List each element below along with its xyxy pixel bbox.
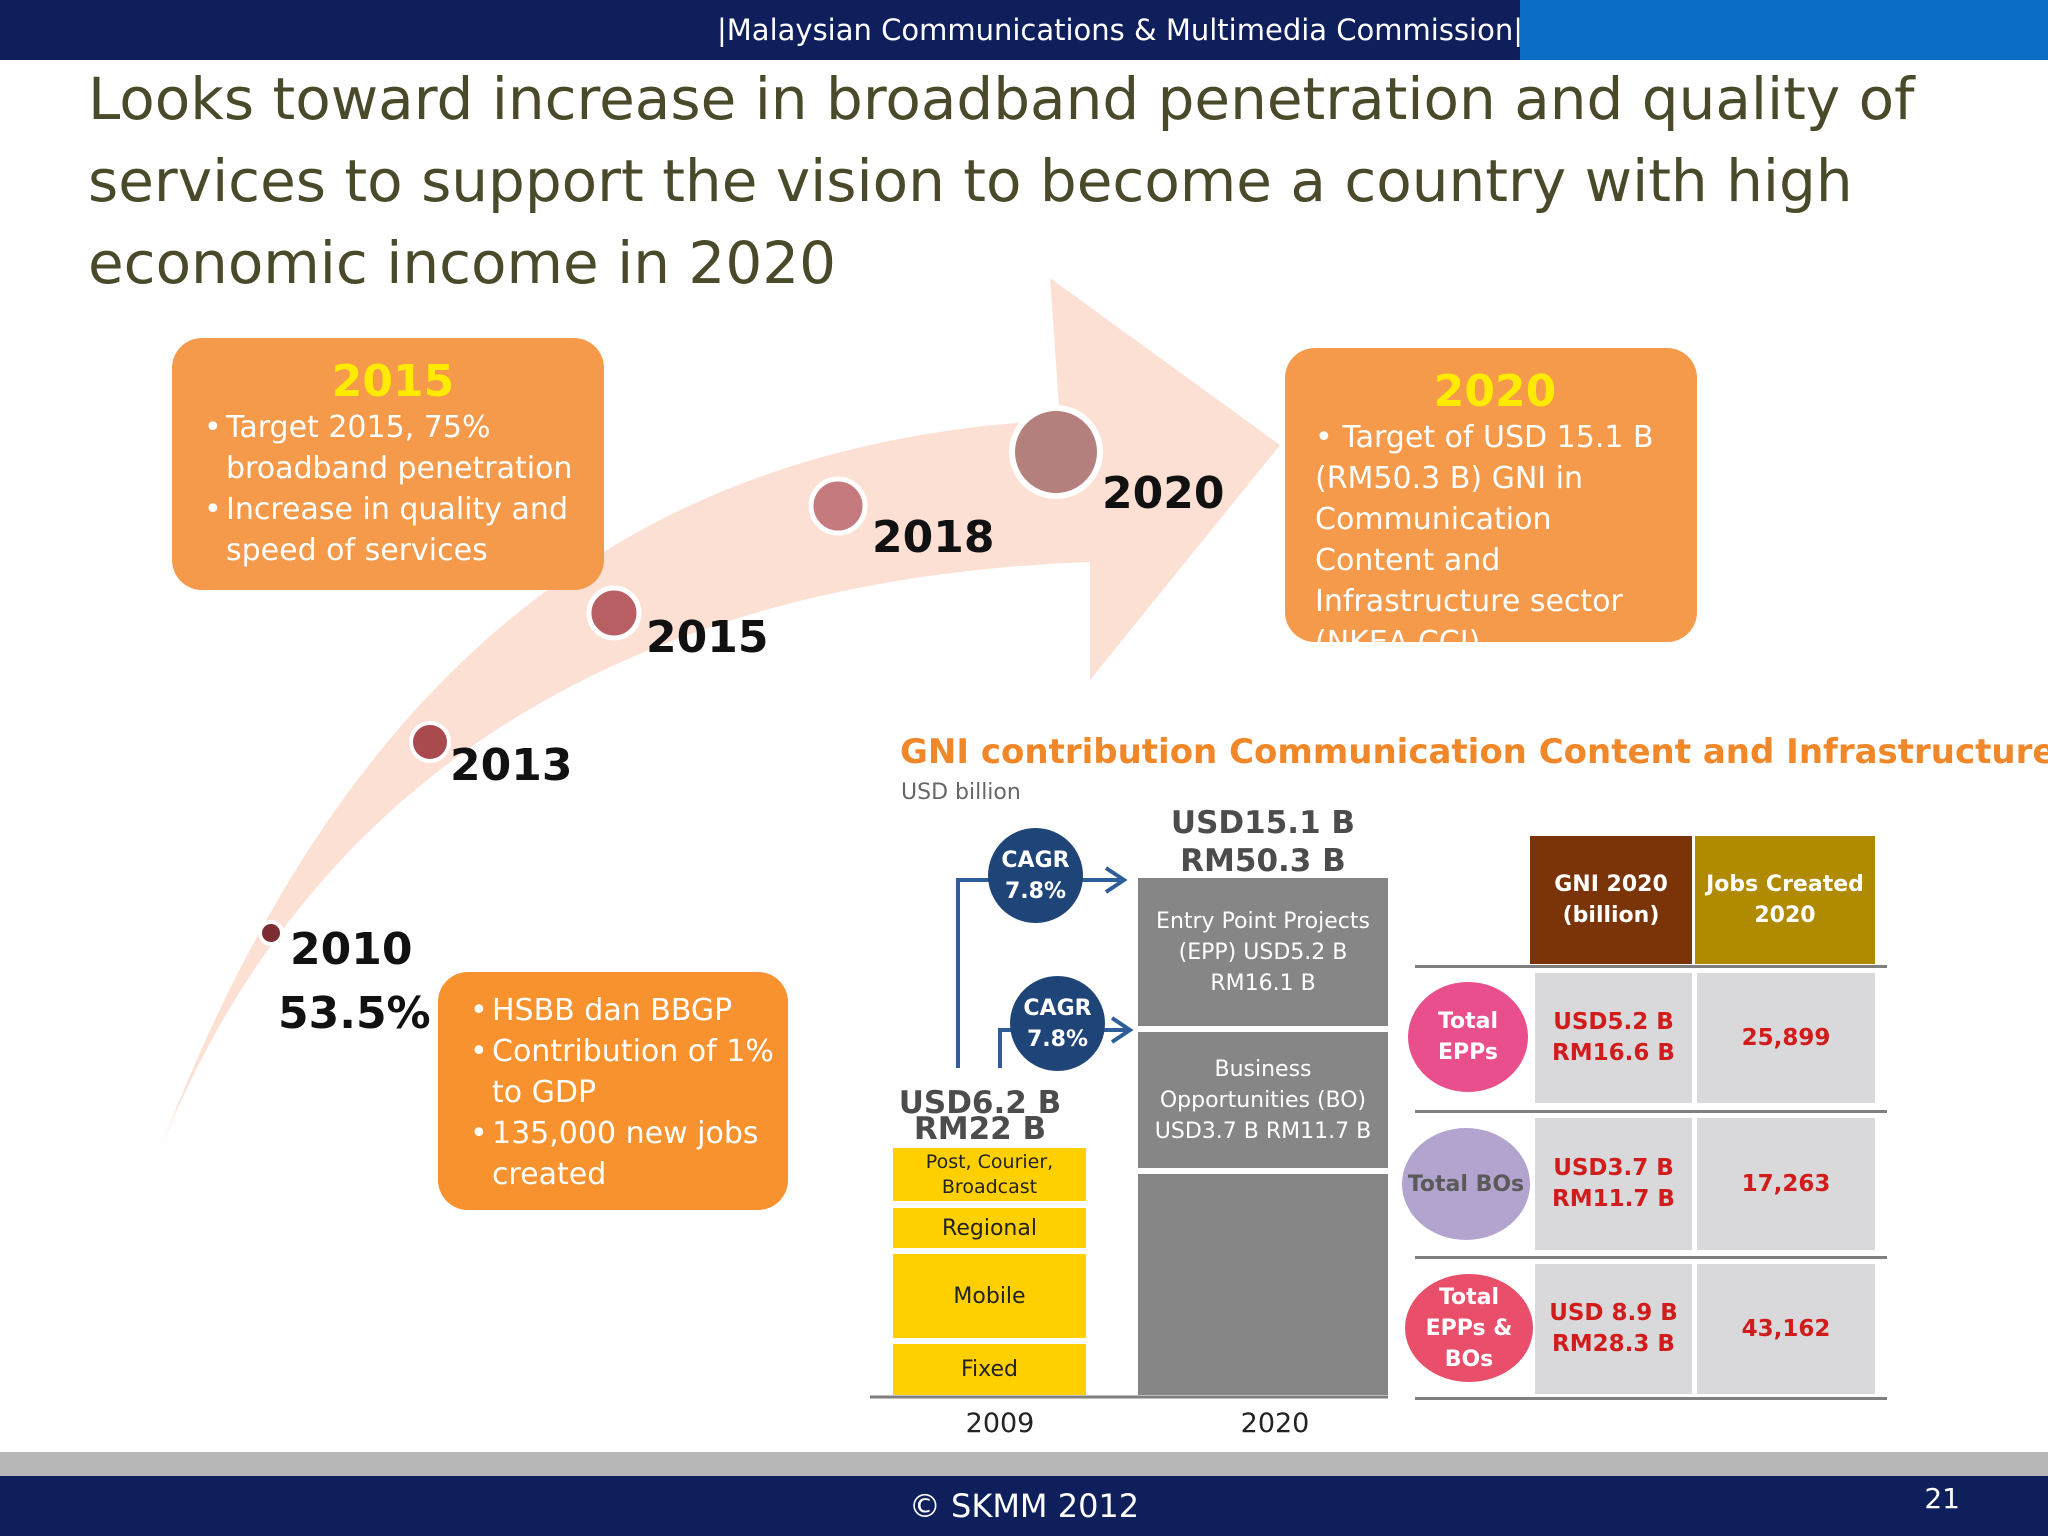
header-accent (1520, 0, 2048, 60)
label-2010: 2010 (290, 924, 413, 975)
box-2015-year: 2015 (331, 356, 455, 407)
segment-fixed: Fixed (893, 1344, 1086, 1395)
box-2020-text: • Target of USD 15.1 B (RM50.3 B) GNI in… (1315, 420, 1654, 660)
dot-2013 (409, 721, 451, 763)
copyright: © SKMM 2012 (908, 1487, 1140, 1525)
total-2020-usd: USD15.1 B (1170, 805, 1356, 841)
cell-epps-gni: USD5.2 B RM16.6 B (1535, 973, 1692, 1103)
slide-title: Looks toward increase in broadband penet… (88, 65, 1915, 297)
label-2020: 2020 (1102, 468, 1225, 519)
gni-chart-title: GNI contribution Communication Content a… (900, 732, 2048, 772)
dot-2018 (808, 476, 868, 536)
segment-post-courier-broadcast: Post, Courier, Broadcast (893, 1148, 1086, 1201)
segment-entry-point-projects: Entry Point Projects (EPP) USD5.2 B RM16… (1138, 878, 1388, 1026)
label-53-5-pct: 53.5% (278, 988, 431, 1039)
cell-epps-jobs: 25,899 (1697, 973, 1875, 1103)
cell-bos-jobs: 17,263 (1697, 1118, 1875, 1250)
cagr-badge-bottom: CAGR 7.8% (1010, 976, 1105, 1071)
table-divider (1415, 965, 1887, 968)
label-2013: 2013 (450, 740, 573, 791)
gni-chart-unit: USD billion (901, 780, 1021, 805)
segment-mobile: Mobile (893, 1254, 1086, 1338)
header-gni-2020: GNI 2020 (billion) (1530, 836, 1692, 964)
table-divider (1415, 1110, 1887, 1113)
x-label-2009: 2009 (965, 1408, 1035, 1439)
cell-bos-gni: USD3.7 B RM11.7 B (1535, 1118, 1692, 1250)
target-2015-box: 2015 Target 2015, 75% broadband penetrat… (172, 338, 604, 590)
label-total-bos: Total BOs (1402, 1128, 1530, 1240)
cell-total-jobs: 43,162 (1697, 1264, 1875, 1394)
label-total-epps: Total EPPs (1408, 982, 1528, 1092)
cagr-arrowhead-top (1104, 866, 1128, 894)
label-2018: 2018 (872, 512, 995, 563)
dot-2010 (258, 920, 284, 946)
target-2020-box: 2020 • Target of USD 15.1 B (RM50.3 B) G… (1285, 348, 1697, 660)
total-2009-usd: USD6.2 B (898, 1085, 1062, 1121)
x-label-2020: 2020 (1240, 1408, 1310, 1439)
dot-2020 (1009, 405, 1103, 499)
table-divider (1415, 1397, 1887, 1400)
box-2010-bullet-2: Contribution of 1% to GDP (468, 1031, 778, 1113)
page-number: 21 (1924, 1482, 1960, 1515)
cagr-badge-top: CAGR 7.8% (988, 828, 1083, 923)
box-2010-bullet-3: 135,000 new jobs created (468, 1113, 778, 1195)
total-2009-rm: RM22 B (913, 1111, 1047, 1147)
box-2010-bullet-1: HSBB dan BBGP (468, 990, 778, 1031)
label-2015: 2015 (646, 612, 769, 663)
box-2015-bullet-2: Increase in quality and speed of service… (202, 489, 584, 571)
cagr-arrowhead-bottom (1110, 1016, 1134, 1044)
segment-business-opportunities: Business Opportunities (BO) USD3.7 B RM1… (1138, 1032, 1388, 1168)
box-2020-year: 2020 (1433, 366, 1557, 417)
table-divider (1415, 1256, 1887, 1259)
status-2010-box: HSBB dan BBGP Contribution of 1% to GDP … (438, 972, 788, 1210)
header-jobs-created: Jobs Created 2020 (1695, 836, 1875, 964)
arrow-shape (160, 278, 1280, 1150)
organization-name: |Malaysian Communications & Multimedia C… (717, 13, 1523, 47)
cell-total-gni: USD 8.9 B RM28.3 B (1535, 1264, 1692, 1394)
segment-regional: Regional (893, 1208, 1086, 1248)
box-2015-bullet-1: Target 2015, 75% broadband penetration (202, 407, 584, 489)
footer-stripe (0, 1452, 2048, 1476)
label-total-epps-bos: Total EPPs & BOs (1405, 1274, 1533, 1382)
footer-bar (0, 1476, 2048, 1536)
segment-remaining (1138, 1174, 1388, 1395)
dot-2015 (586, 585, 642, 641)
total-2020-rm: RM50.3 B (1180, 843, 1346, 879)
